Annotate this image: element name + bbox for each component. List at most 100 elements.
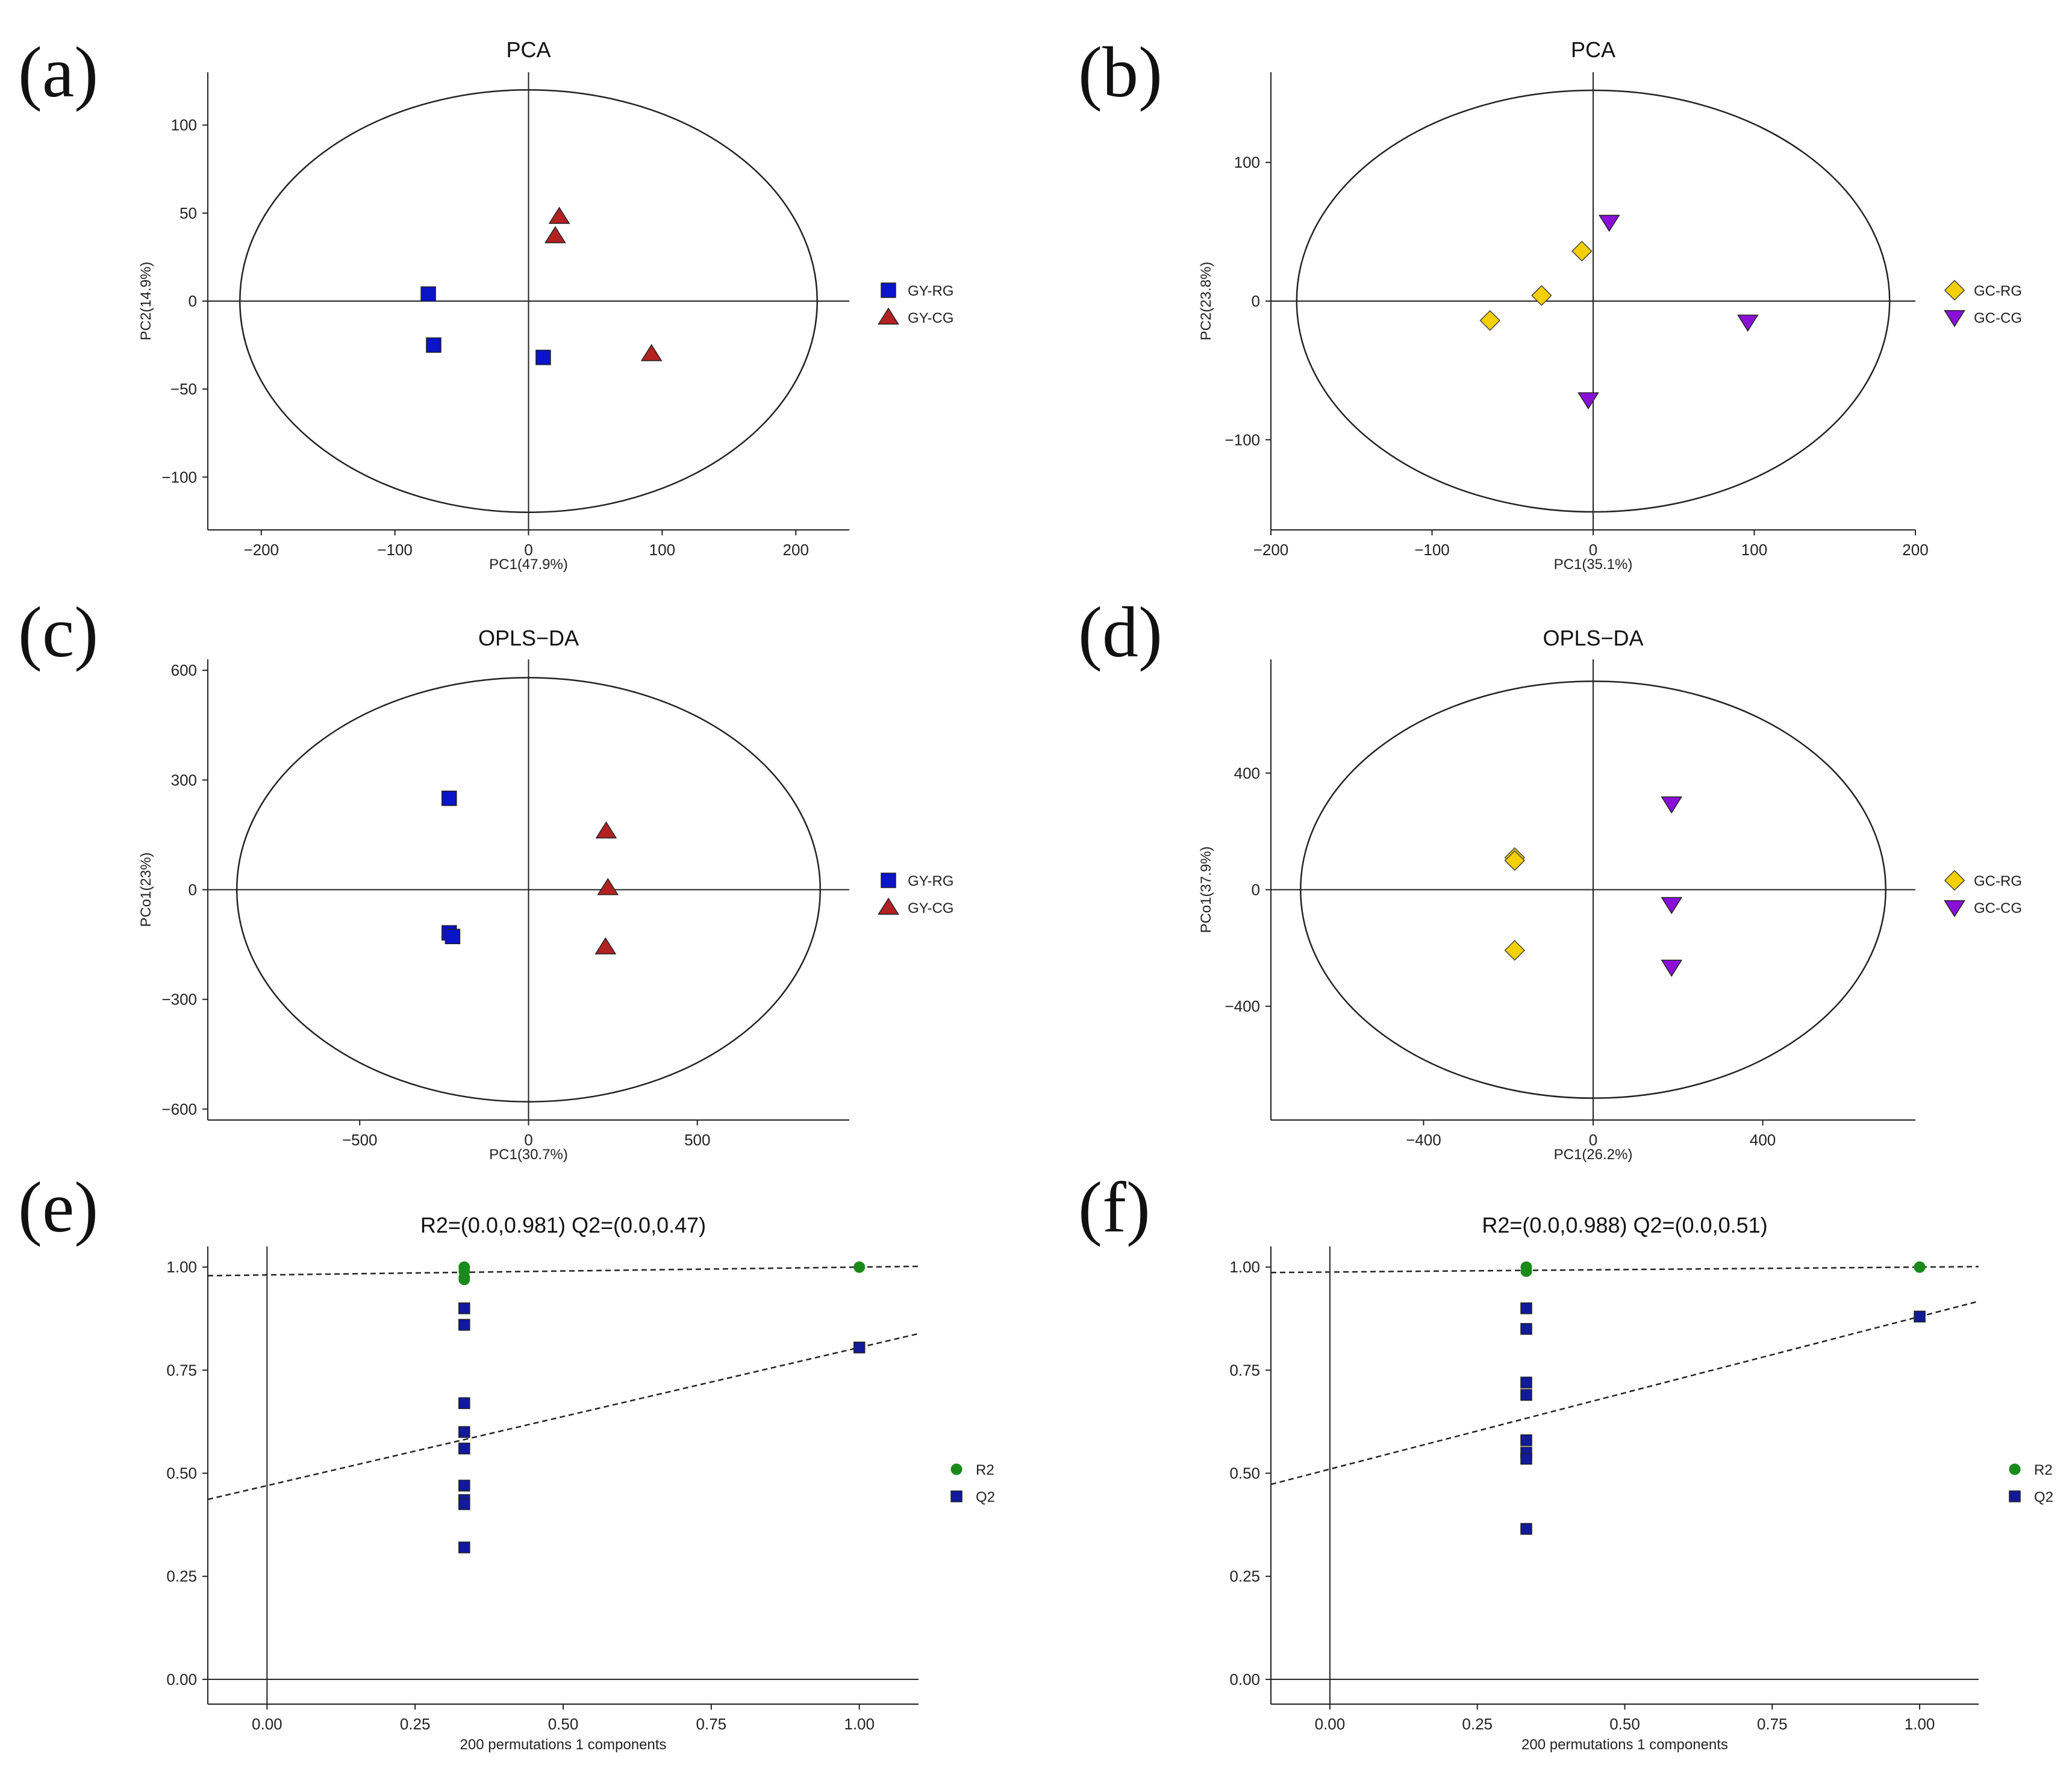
legend-label: Q2: [976, 1489, 995, 1505]
y-tick-label: 0.25: [1229, 1567, 1260, 1585]
chart-title: PCA: [1571, 37, 1615, 62]
y-tick-label: 0: [189, 292, 197, 310]
data-point-q2: [458, 1442, 470, 1455]
x-tick-label: −200: [1253, 541, 1289, 559]
chart-f-permutation: R2=(0.0,0.988) Q2=(0.0,0.51) 0.00 0.25 0.50…: [1229, 1213, 2053, 1753]
x-tick-label: 0.00: [252, 1715, 282, 1733]
x-axis-title: PC1(47.9%): [489, 556, 568, 573]
chart-a-pca: PCA −200 −100 0 100 200 −100 −50 0 50 100 PC1(47.9%…: [138, 37, 953, 573]
y-axis-title: PCo1(37.9%): [1198, 846, 1214, 933]
legend-label: GC-CG: [1974, 310, 2022, 326]
panel-label-f: (f): [1078, 1167, 1150, 1247]
data-point-gy-rg: [426, 337, 442, 353]
panel-label-c: (c): [18, 592, 98, 672]
data-point-gy-rg: [420, 286, 436, 302]
data-point-q2: [458, 1426, 470, 1438]
data-point-r2: [1914, 1261, 1926, 1273]
panel-label-d: (d): [1078, 592, 1162, 672]
data-point-q2: [1520, 1434, 1532, 1446]
x-tick-label: 1.00: [1905, 1715, 1935, 1733]
x-tick-label: 200: [783, 541, 809, 559]
chart-title: R2=(0.0,0.988) Q2=(0.0,0.51): [1482, 1213, 1767, 1237]
y-tick-label: 0.25: [166, 1567, 197, 1585]
data-point-gc-rg: [1479, 310, 1501, 331]
legend-label: R2: [2034, 1462, 2053, 1478]
data-point-q2: [458, 1498, 470, 1510]
y-tick-label: −50: [170, 380, 197, 398]
data-point-r2: [853, 1261, 866, 1273]
y-tick-label: 0: [189, 881, 197, 899]
data-point-gy-cg: [545, 226, 566, 243]
chart-e-permutation: R2=(0.0,0.981) Q2=(0.0,0.47) 0.00 0.25 0.50…: [166, 1213, 995, 1753]
x-axis-title: 200 permutations 1 components: [1521, 1737, 1728, 1753]
data-point-r2: [1520, 1265, 1532, 1277]
y-tick-label: −100: [1225, 431, 1260, 449]
x-axis-title: PC1(35.1%): [1554, 556, 1633, 573]
data-point-gy-rg: [535, 349, 551, 366]
x-tick-label: 0.50: [1609, 1715, 1640, 1733]
data-point-gc-rg: [1504, 850, 1526, 871]
legend-marker-gy-rg: [881, 873, 896, 888]
data-point-r2: [458, 1274, 470, 1286]
y-tick-label: −400: [1225, 997, 1260, 1015]
data-point-gc-rg: [1531, 285, 1552, 307]
legend-label: GC-RG: [1974, 873, 2022, 889]
data-point-q2: [458, 1302, 470, 1315]
x-axis-title: PC1(30.7%): [489, 1147, 568, 1163]
chart-c-oplsda: OPLS−DA −500 0 500 −600 −300 0 300 600 PC1(30.7%)…: [138, 626, 953, 1163]
confidence-ellipse: [239, 89, 818, 514]
x-tick-label: 0: [524, 541, 532, 559]
data-point-gy-rg: [445, 929, 461, 944]
x-tick-label: 400: [1750, 1131, 1776, 1149]
x-tick-label: −400: [1406, 1131, 1441, 1149]
x-tick-label: 0.25: [1462, 1715, 1493, 1733]
y-tick-label: 100: [171, 116, 197, 134]
x-tick-label: 0: [524, 1131, 532, 1149]
x-tick-label: −100: [1414, 541, 1450, 559]
x-tick-label: 0.25: [400, 1715, 431, 1733]
y-tick-label: 0.00: [166, 1670, 197, 1688]
x-tick-label: 0.00: [1315, 1715, 1346, 1733]
data-point-gc-cg: [1661, 959, 1683, 977]
x-tick-label: 0.75: [696, 1715, 727, 1733]
legend-marker-r2: [2009, 1463, 2021, 1475]
y-tick-label: 0.50: [1229, 1464, 1260, 1483]
panel-label-e: (e): [18, 1167, 98, 1247]
legend-label: GY-RG: [908, 873, 953, 889]
chart-title: OPLS−DA: [1543, 626, 1643, 650]
confidence-ellipse: [1296, 89, 1891, 513]
chart-title: PCA: [506, 37, 551, 62]
y-tick-label: 1.00: [166, 1258, 197, 1276]
data-point-q2: [1520, 1302, 1532, 1315]
regression-line-q2: [207, 1333, 919, 1501]
x-tick-label: 0.50: [548, 1715, 579, 1733]
data-point-gc-cg: [1661, 897, 1683, 915]
legend-label: Q2: [2034, 1489, 2053, 1505]
regression-line-r2: [207, 1265, 919, 1277]
y-tick-label: 50: [179, 204, 197, 222]
x-tick-label: 0.75: [1757, 1715, 1788, 1733]
data-point-gc-rg: [1504, 939, 1526, 961]
data-point-q2: [853, 1341, 866, 1354]
y-tick-label: 600: [171, 661, 197, 679]
x-tick-label: 200: [1902, 541, 1928, 559]
legend-marker-gy-rg: [881, 282, 896, 298]
x-tick-label: 1.00: [844, 1715, 875, 1733]
x-tick-label: 500: [684, 1131, 710, 1149]
x-axis-title: 200 permutations 1 components: [460, 1737, 667, 1753]
legend-marker-gy-cg: [878, 897, 899, 915]
legend-marker-gc-rg: [1944, 870, 1965, 891]
data-point-q2: [1520, 1452, 1532, 1465]
x-axis-title: PC1(26.2%): [1554, 1147, 1633, 1163]
y-tick-label: 100: [1234, 154, 1260, 172]
confidence-ellipse: [236, 677, 822, 1103]
y-tick-label: −300: [161, 991, 197, 1009]
data-point-q2: [458, 1397, 470, 1409]
legend-label: GC-RG: [1974, 283, 2022, 299]
x-tick-label: −100: [377, 541, 413, 559]
y-tick-label: 0.75: [1229, 1361, 1260, 1379]
y-tick-label: −600: [161, 1100, 197, 1118]
data-point-gy-rg: [442, 790, 457, 806]
legend-marker-gc-rg: [1944, 279, 1965, 301]
